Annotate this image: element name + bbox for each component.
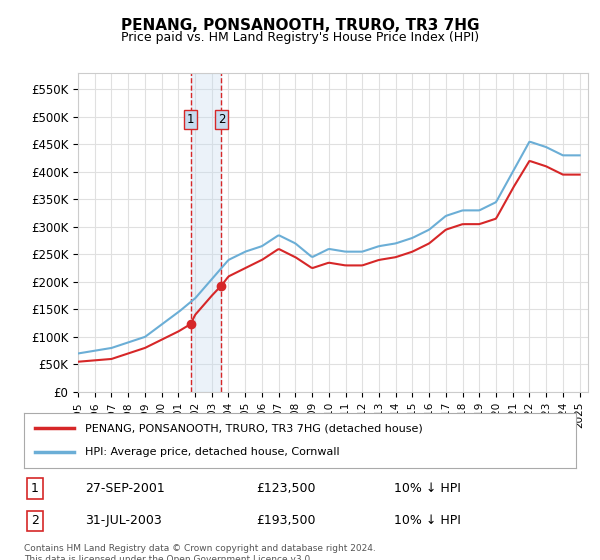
Bar (191, 73, 221, 392)
Text: 2: 2 (31, 514, 39, 528)
Text: 31-JUL-2003: 31-JUL-2003 (85, 514, 161, 528)
Text: 10% ↓ HPI: 10% ↓ HPI (394, 482, 461, 495)
Text: £123,500: £123,500 (256, 482, 316, 495)
Text: Price paid vs. HM Land Registry's House Price Index (HPI): Price paid vs. HM Land Registry's House … (121, 31, 479, 44)
Text: PENANG, PONSANOOTH, TRURO, TR3 7HG: PENANG, PONSANOOTH, TRURO, TR3 7HG (121, 18, 479, 33)
Text: 2: 2 (218, 113, 225, 125)
Text: HPI: Average price, detached house, Cornwall: HPI: Average price, detached house, Corn… (85, 447, 340, 457)
Text: 27-SEP-2001: 27-SEP-2001 (85, 482, 164, 495)
Text: 1: 1 (31, 482, 39, 495)
Text: 10% ↓ HPI: 10% ↓ HPI (394, 514, 461, 528)
Text: Contains HM Land Registry data © Crown copyright and database right 2024.
This d: Contains HM Land Registry data © Crown c… (24, 544, 376, 560)
Text: PENANG, PONSANOOTH, TRURO, TR3 7HG (detached house): PENANG, PONSANOOTH, TRURO, TR3 7HG (deta… (85, 423, 422, 433)
Text: £193,500: £193,500 (256, 514, 316, 528)
Text: 1: 1 (187, 113, 194, 125)
